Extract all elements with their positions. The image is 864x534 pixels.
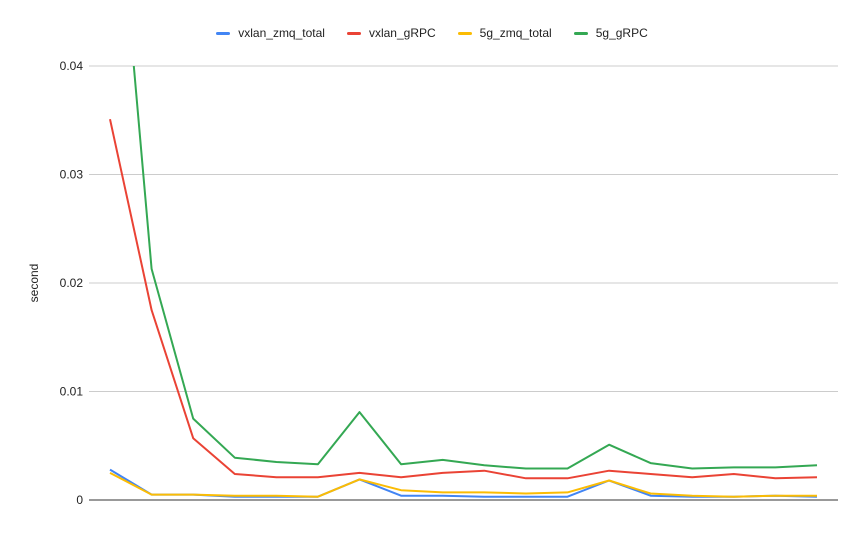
series-line-vxlan-grpc — [109, 118, 818, 480]
legend-item-5g-grpc: 5g_gRPC — [573, 26, 648, 40]
y-tick-label: 0.03 — [60, 168, 84, 182]
y-tick-label: 0.01 — [60, 385, 84, 399]
legend: vxlan_zmq_total vxlan_gRPC 5g_zmq_total … — [0, 26, 864, 40]
legend-swatch — [346, 31, 361, 35]
legend-label: 5g_zmq_total — [479, 26, 552, 40]
legend-item-5g-zmq-total: 5g_zmq_total — [457, 26, 552, 40]
series-line-5g-grpc — [132, 66, 818, 470]
gridlines — [89, 65, 838, 392]
y-axis-label: second — [27, 264, 41, 303]
y-tick-label: 0.04 — [60, 59, 84, 73]
legend-label: vxlan_gRPC — [368, 26, 436, 40]
legend-label: 5g_gRPC — [595, 26, 648, 40]
legend-swatch — [216, 31, 231, 35]
series-lines — [109, 66, 818, 498]
legend-swatch — [457, 31, 472, 35]
legend-item-vxlan-zmq-total: vxlan_zmq_total — [216, 26, 325, 40]
y-tick-label: 0 — [76, 493, 83, 507]
legend-item-vxlan-grpc: vxlan_gRPC — [346, 26, 436, 40]
y-tick-label: 0.02 — [60, 276, 84, 290]
y-axis-ticks: 0 0.01 0.02 0.03 0.04 — [60, 59, 84, 507]
series-line-5g-zmq-total — [109, 472, 817, 498]
legend-swatch — [573, 31, 588, 35]
legend-label: vxlan_zmq_total — [238, 26, 325, 40]
